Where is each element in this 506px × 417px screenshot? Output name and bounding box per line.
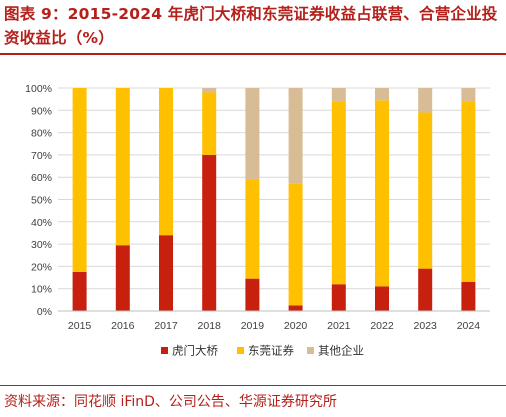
bar-segment-humen — [159, 235, 173, 311]
title-divider — [0, 53, 506, 55]
bar-segment-dongguan — [202, 92, 217, 155]
bar-segment-other — [245, 88, 260, 180]
x-tick-label: 2016 — [111, 320, 135, 332]
x-tick-label: 2022 — [370, 320, 394, 332]
bar-segment-humen — [245, 278, 260, 311]
bar-segment-humen — [115, 245, 130, 311]
y-tick-label: 100% — [25, 83, 52, 95]
x-tick-label: 2023 — [414, 320, 438, 332]
bar-segment-humen — [331, 284, 346, 311]
bar-segment-other — [461, 88, 476, 102]
legend-label-other: 其他企业 — [318, 344, 364, 358]
bar-segment-humen — [418, 268, 433, 311]
bars — [72, 88, 476, 311]
x-tick-label: 2017 — [154, 320, 178, 332]
x-tick-label: 2019 — [241, 320, 265, 332]
bar-segment-dongguan — [288, 183, 303, 306]
legend-swatch-dongguan — [237, 347, 244, 354]
bar-segment-other — [202, 88, 217, 93]
bar-segment-humen — [288, 305, 303, 311]
bar-segment-other — [418, 88, 433, 113]
bar-segment-humen — [202, 154, 217, 311]
x-tick-label: 2021 — [327, 320, 351, 332]
stacked-bar-chart: 0%10%20%30%40%50%60%70%80%90%100% 2015 20… — [25, 83, 490, 358]
y-tick-label: 30% — [31, 239, 52, 251]
chart-title: 图表 9：2015-2024 年虎门大桥和东莞证券收益占联营、合营企业投资收益比… — [4, 5, 498, 47]
bar-segment-dongguan — [418, 112, 433, 269]
legend-swatch-other — [307, 347, 314, 354]
bar-segment-dongguan — [159, 88, 173, 236]
grid-lines — [58, 87, 490, 290]
bar-segment-other — [288, 88, 303, 184]
x-tick-label: 2018 — [198, 320, 222, 332]
legend-label-humen: 虎门大桥 — [172, 344, 218, 358]
source-divider — [0, 385, 506, 386]
bar-segment-other — [331, 88, 346, 102]
source-note: 资料来源：同花顺 iFinD、公司公告、华源证券研究所 — [4, 394, 337, 410]
y-tick-label: 60% — [31, 172, 52, 184]
bar-segment-humen — [72, 271, 87, 311]
bar-segment-dongguan — [331, 101, 346, 285]
y-tick-label: 70% — [31, 150, 52, 162]
bar-segment-humen — [375, 286, 389, 311]
y-tick-label: 0% — [37, 306, 52, 318]
y-axis-ticks: 0% 10% 20% 30% 40% 50% 60% 70% 80% 90% 100% — [25, 83, 52, 318]
x-tick-label: 2020 — [284, 320, 308, 332]
y-tick-label: 50% — [31, 195, 52, 207]
x-tick-label: 2024 — [457, 320, 481, 332]
legend: 虎门大桥 东莞证券 其他企业 — [161, 344, 364, 358]
bar-segment-dongguan — [72, 88, 87, 272]
legend-label-dongguan: 东莞证券 — [248, 344, 294, 358]
bar-segment-dongguan — [461, 101, 476, 283]
bar-segment-dongguan — [245, 179, 260, 279]
bar-segment-humen — [461, 282, 476, 311]
y-tick-label: 10% — [31, 284, 52, 296]
bar-segment-dongguan — [115, 88, 130, 246]
y-tick-label: 20% — [31, 261, 52, 273]
y-tick-label: 40% — [31, 217, 52, 229]
y-tick-label: 80% — [31, 128, 52, 140]
bar-segment-other — [375, 88, 389, 101]
legend-swatch-humen — [161, 347, 168, 354]
y-tick-label: 90% — [31, 105, 52, 117]
x-tick-label: 2015 — [68, 320, 92, 332]
x-axis-ticks: 2015 2016 2017 2018 2019 2020 2021 2022 2023 2024 — [68, 320, 480, 332]
bar-segment-dongguan — [375, 100, 389, 287]
